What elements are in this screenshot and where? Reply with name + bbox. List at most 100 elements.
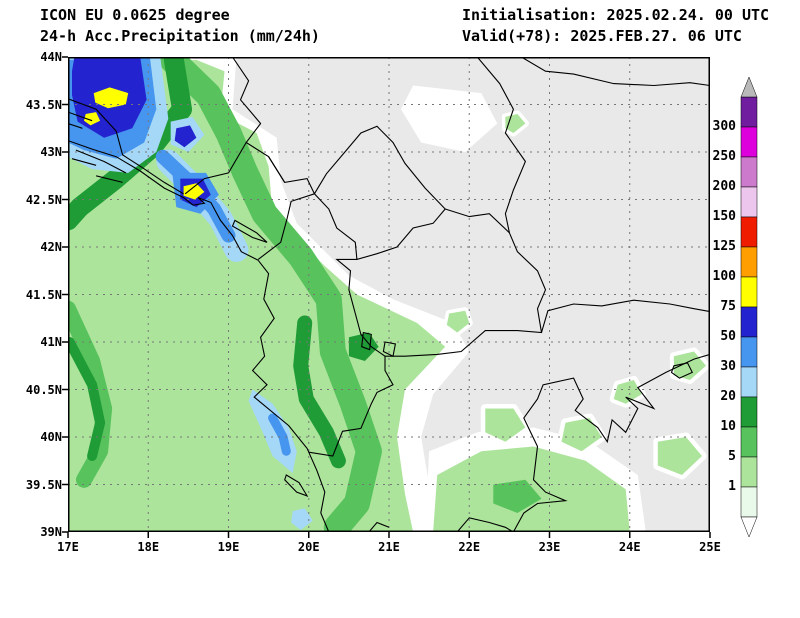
precip-rain-blue-albania xyxy=(268,413,291,456)
legend-segment-1 xyxy=(740,126,758,158)
legend-value-200: 200 xyxy=(712,179,736,194)
legend-value-50: 50 xyxy=(720,329,736,344)
y-axis-label-42N: 42N xyxy=(40,240,62,254)
x-axis-label-19E: 19E xyxy=(217,540,240,554)
x-axis-label-21E: 21E xyxy=(378,540,400,554)
legend-segment-0 xyxy=(740,96,758,128)
x-axis-label-20E: 20E xyxy=(297,540,320,554)
border-romania-bulgaria-danube xyxy=(521,57,710,87)
lake-prespa xyxy=(382,341,397,358)
legend-value-10: 10 xyxy=(720,419,736,434)
legend-segment-11 xyxy=(740,426,758,458)
x-axis-label-23E: 23E xyxy=(538,540,561,554)
legend-segment-10 xyxy=(740,396,758,428)
x-axis-label-18E: 18E xyxy=(137,540,160,554)
y-axis-label-39N: 39N xyxy=(40,525,62,539)
border-montenegro-albania xyxy=(257,193,315,260)
x-axis-label-25E: 25E xyxy=(699,540,721,554)
map-frame xyxy=(68,57,710,532)
legend-value-100: 100 xyxy=(712,269,736,284)
y-axis-label-43.5N: 43.5N xyxy=(25,97,62,112)
coast-island-brac xyxy=(68,111,93,122)
x-axis-label-22E: 22E xyxy=(458,540,481,554)
coast-peljesac xyxy=(75,149,127,174)
border-albania-greece xyxy=(308,356,394,457)
y-axis-label-41.5N: 41.5N xyxy=(25,287,62,302)
coast-island-hvar xyxy=(68,122,83,129)
coast-island-mljet xyxy=(95,175,123,183)
border-bosnia-montenegro xyxy=(184,142,247,195)
coast-aegean-chalkidiki xyxy=(512,353,710,532)
init-time-label: Initialisation: 2025.02.24. 00 UTC xyxy=(462,6,770,24)
precip-heavy-band-albania xyxy=(293,315,346,469)
legend-arrow-top xyxy=(740,76,758,98)
precip-light-spot-chalkidiki xyxy=(557,413,607,456)
coast-corfu xyxy=(284,474,309,497)
legend-colorbar xyxy=(740,76,758,538)
precip-light-speck-pelagonia xyxy=(443,307,473,336)
legend-segment-4 xyxy=(740,216,758,248)
y-axis-label-41N: 41N xyxy=(40,335,62,349)
coast-island-thasos xyxy=(670,362,694,379)
country-borders xyxy=(68,57,710,532)
legend-segment-12 xyxy=(740,456,758,488)
precip-heavy-band-southwest xyxy=(68,337,106,461)
coast-albania-epirus xyxy=(251,259,330,532)
coast-dalmatia xyxy=(68,140,259,261)
legend-value-150: 150 xyxy=(712,209,736,224)
lake-ohrid xyxy=(361,331,372,351)
legend-segment-8 xyxy=(740,336,758,368)
legend-segment-9 xyxy=(740,366,758,398)
coast-gulf-arta xyxy=(368,521,390,532)
legend-value-300: 300 xyxy=(712,119,736,134)
precip-trace-northeast xyxy=(401,85,498,152)
precip-moderate-band-west xyxy=(68,300,113,488)
legend-segment-6 xyxy=(740,276,758,308)
precip-extreme-yellow-1 xyxy=(93,87,129,109)
precipitation-field xyxy=(68,57,710,532)
map-canvas xyxy=(62,56,711,538)
legend-value-1: 1 xyxy=(728,479,736,494)
axis-ticks xyxy=(62,56,711,538)
legend-value-250: 250 xyxy=(712,149,736,164)
x-axis-label-24E: 24E xyxy=(618,540,641,554)
y-axis-label-43N: 43N xyxy=(40,145,62,159)
legend-segment-5 xyxy=(740,246,758,278)
border-montenegro-serbia xyxy=(268,156,315,195)
legend-segment-7 xyxy=(740,306,758,338)
y-axis-label-44N: 44N xyxy=(40,50,62,64)
y-axis-label-39.5N: 39.5N xyxy=(25,477,62,492)
coast-island-korcula xyxy=(71,158,97,166)
precip-moderate-spot-se xyxy=(493,479,542,513)
legend-arrow-bottom xyxy=(740,516,758,538)
border-bulgaria-greece xyxy=(540,299,710,333)
border-serbia-bulgaria xyxy=(476,57,527,233)
x-axis-label-17E: 17E xyxy=(57,540,79,554)
precip-light-spot-vermio xyxy=(480,404,530,447)
y-axis-label-40.5N: 40.5N xyxy=(25,382,62,397)
y-axis-label-42.5N: 42.5N xyxy=(25,192,62,207)
border-croatia-bosnia xyxy=(68,98,184,195)
precip-extreme-yellow-1b xyxy=(84,112,101,126)
lake-skadar xyxy=(231,219,268,243)
border-kosovo xyxy=(313,125,446,261)
valid-time-label: Valid(+78): 2025.FEB.27. 06 UTC xyxy=(462,27,742,45)
precip-light-spot-athos xyxy=(609,376,646,408)
precip-moderate-band xyxy=(159,57,382,532)
legend-segment-2 xyxy=(740,156,758,188)
legend-value-125: 125 xyxy=(712,239,736,254)
legend-value-30: 30 xyxy=(720,359,736,374)
legend-segment-3 xyxy=(740,186,758,218)
precip-light-spot-thasos xyxy=(669,347,710,384)
precip-extreme-yellow-2 xyxy=(183,183,205,200)
coast-gulf-pagasitic xyxy=(456,517,514,532)
border-macedonia xyxy=(335,208,547,357)
product-title: 24-h Acc.Precipitation (mm/24h) xyxy=(40,27,320,45)
legend-value-75: 75 xyxy=(720,299,736,314)
legend-value-5: 5 xyxy=(728,449,736,464)
model-title: ICON EU 0.0625 degree xyxy=(40,6,230,24)
y-axis-label-40N: 40N xyxy=(40,430,62,444)
legend-value-20: 20 xyxy=(720,389,736,404)
precip-intense-darkblue-speck xyxy=(174,125,197,148)
